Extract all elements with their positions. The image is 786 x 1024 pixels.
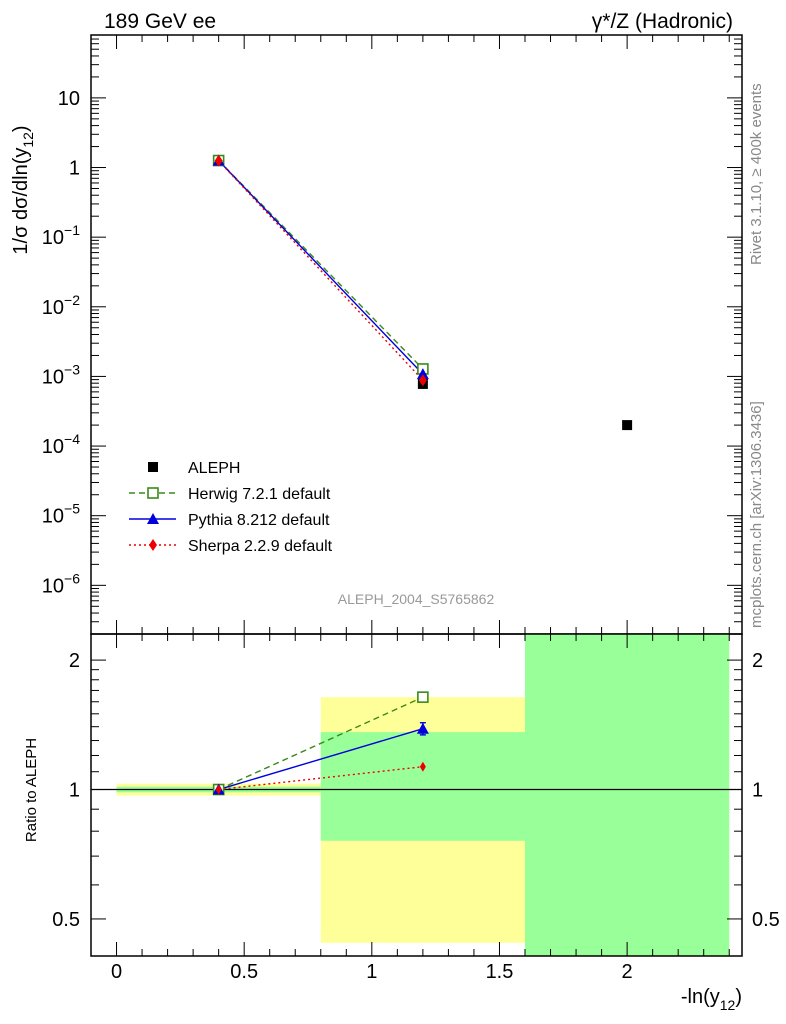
- x-tick-label: 1: [366, 961, 377, 983]
- ratio-band-green: [525, 634, 730, 956]
- main-series-lines: [218, 160, 424, 381]
- pythia-ratio-line: [218, 728, 424, 791]
- legend-marker-data: [148, 462, 158, 472]
- x-tick-label: 0.5: [230, 961, 258, 983]
- main-y-tick-label: 10−6: [42, 570, 80, 597]
- x-axis-title: -ln(y12): [681, 986, 742, 1013]
- main-y-tick-label: 1: [69, 158, 80, 180]
- sherpa-main-line: [218, 160, 424, 381]
- data-main-point: [622, 420, 633, 431]
- tick-exponent: −2: [64, 292, 80, 308]
- ratio-y-tick-labels: 0.5 0.5 1 1 2 2: [52, 650, 780, 931]
- tick-base: 10: [42, 297, 64, 319]
- main-series-markers: [212, 154, 633, 431]
- main-y-tick-label: 10−4: [42, 431, 80, 458]
- analysis-watermark: ALEPH_2004_S5765862: [338, 591, 495, 607]
- sherpa-main-point: [418, 374, 427, 387]
- tick-exponent: −3: [64, 361, 80, 377]
- mcplots-label: mcplots.cern.ch [arXiv:1306.3436]: [748, 401, 765, 628]
- tick-exponent: −5: [64, 501, 80, 517]
- legend-label-herwig: Herwig 7.2.1 default: [188, 486, 331, 503]
- legend-label-pythia: Pythia 8.212 default: [188, 512, 330, 529]
- x-tick-label: 2: [622, 961, 633, 983]
- ratio-series-markers: [212, 691, 429, 796]
- main-y-tick-label: 10−3: [42, 361, 80, 388]
- herwig-main-line: [218, 160, 424, 370]
- ratio-y-tick-label-right: 2: [752, 650, 763, 672]
- sherpa-ratio-line: [218, 766, 423, 791]
- tick-exponent: −4: [64, 431, 80, 447]
- ratio-frame: [90, 633, 743, 957]
- ratio-uncertainty-bands: [91, 634, 742, 956]
- ratio-y-tick-label-left: 2: [69, 650, 80, 672]
- x-tick-label: 1.5: [486, 961, 514, 983]
- ratio-y-tick-label-left: 1: [69, 780, 80, 802]
- x-tick-label: 0: [111, 961, 122, 983]
- legend-label-data: ALEPH: [188, 460, 240, 477]
- legend-marker-herwig: [147, 487, 159, 499]
- ratio-panel-axes: [90, 633, 743, 957]
- pythia-ratio-point: [416, 722, 429, 734]
- ratio-band-green: [320, 732, 525, 841]
- x-tick-labels: 0 0.5 1 1.5 2: [111, 961, 633, 983]
- tick-base: 10: [42, 366, 64, 388]
- pythia-main-line: [218, 160, 424, 375]
- tick-base: 10: [42, 506, 64, 528]
- ratio-y-axis-title: Ratio to ALEPH: [23, 738, 40, 842]
- legend-label-sherpa: Sherpa 2.2.9 default: [188, 538, 333, 555]
- sherpa-main-point: [214, 154, 223, 167]
- tick-exponent: −6: [64, 570, 80, 586]
- ratio-y-tick-label-right: 0.5: [752, 909, 780, 931]
- tick-base: 10: [42, 227, 64, 249]
- tick-base: 10: [42, 575, 64, 597]
- main-y-axis-title: 1/σ dσ/dln(y12): [10, 125, 36, 254]
- main-y-tick-label: 10−1: [42, 222, 80, 249]
- legend-marker-sherpa: [149, 539, 157, 551]
- ratio-y-tick-label-left: 0.5: [52, 909, 80, 931]
- header-process: γ*/Z (Hadronic): [592, 10, 733, 33]
- ratio-y-tick-label-right: 1: [752, 780, 763, 802]
- main-y-tick-label: 10−2: [42, 292, 80, 319]
- herwig-ratio-point: [417, 691, 429, 703]
- main-y-tick-label: 10: [58, 88, 80, 110]
- legend-marker-pythia: [147, 513, 159, 524]
- tick-base: 10: [42, 436, 64, 458]
- herwig-ratio-line: [218, 696, 424, 791]
- main-y-tick-label: 10−5: [42, 501, 80, 528]
- header-energy: 189 GeV ee: [104, 10, 216, 33]
- sherpa-ratio-point: [419, 761, 426, 772]
- tick-exponent: −1: [64, 222, 80, 238]
- pythia-main-point: [416, 368, 429, 380]
- sherpa-ratio-point: [215, 784, 222, 795]
- rivet-version-label: Rivet 3.1.10, ≥ 400k events: [748, 83, 765, 265]
- legend: ALEPH Herwig 7.2.1 default Pythia 8.212 de…: [129, 460, 333, 555]
